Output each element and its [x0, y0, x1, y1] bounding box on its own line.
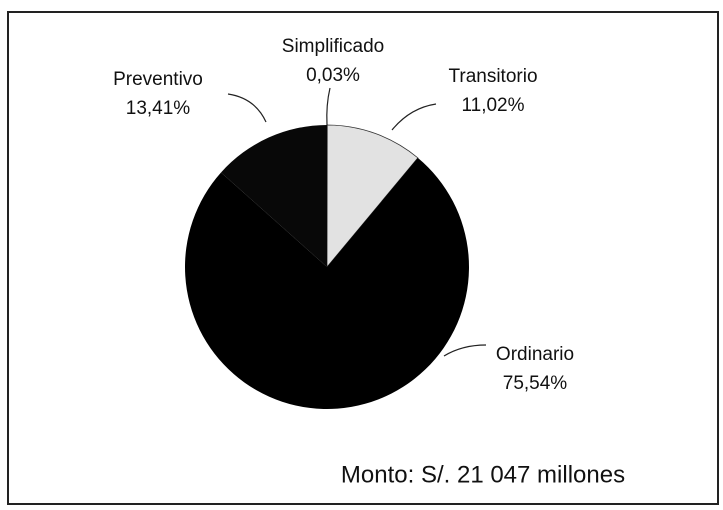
leader-line	[391, 103, 437, 131]
leader-lines	[227, 87, 487, 357]
slice-value-label: 0,03%	[306, 65, 360, 86]
slice-label: Ordinario	[496, 344, 574, 365]
slice-value-label: 11,02%	[461, 95, 524, 116]
leader-line	[326, 87, 331, 126]
pie-slice	[184, 157, 469, 410]
annotation: Monto: S/. 21 047 millones	[341, 461, 625, 488]
pie-slice	[326, 124, 419, 269]
slice-value-label: 75,54%	[503, 373, 568, 394]
slice-label: Transitorio	[448, 66, 537, 87]
slice-label: Simplificado	[282, 36, 384, 57]
pie-slice	[221, 125, 327, 267]
slice-label: Preventivo	[113, 69, 203, 90]
leader-line	[227, 93, 267, 123]
leader-line	[443, 344, 487, 357]
pie	[184, 124, 469, 410]
slice-value-label: 13,41%	[126, 98, 191, 119]
